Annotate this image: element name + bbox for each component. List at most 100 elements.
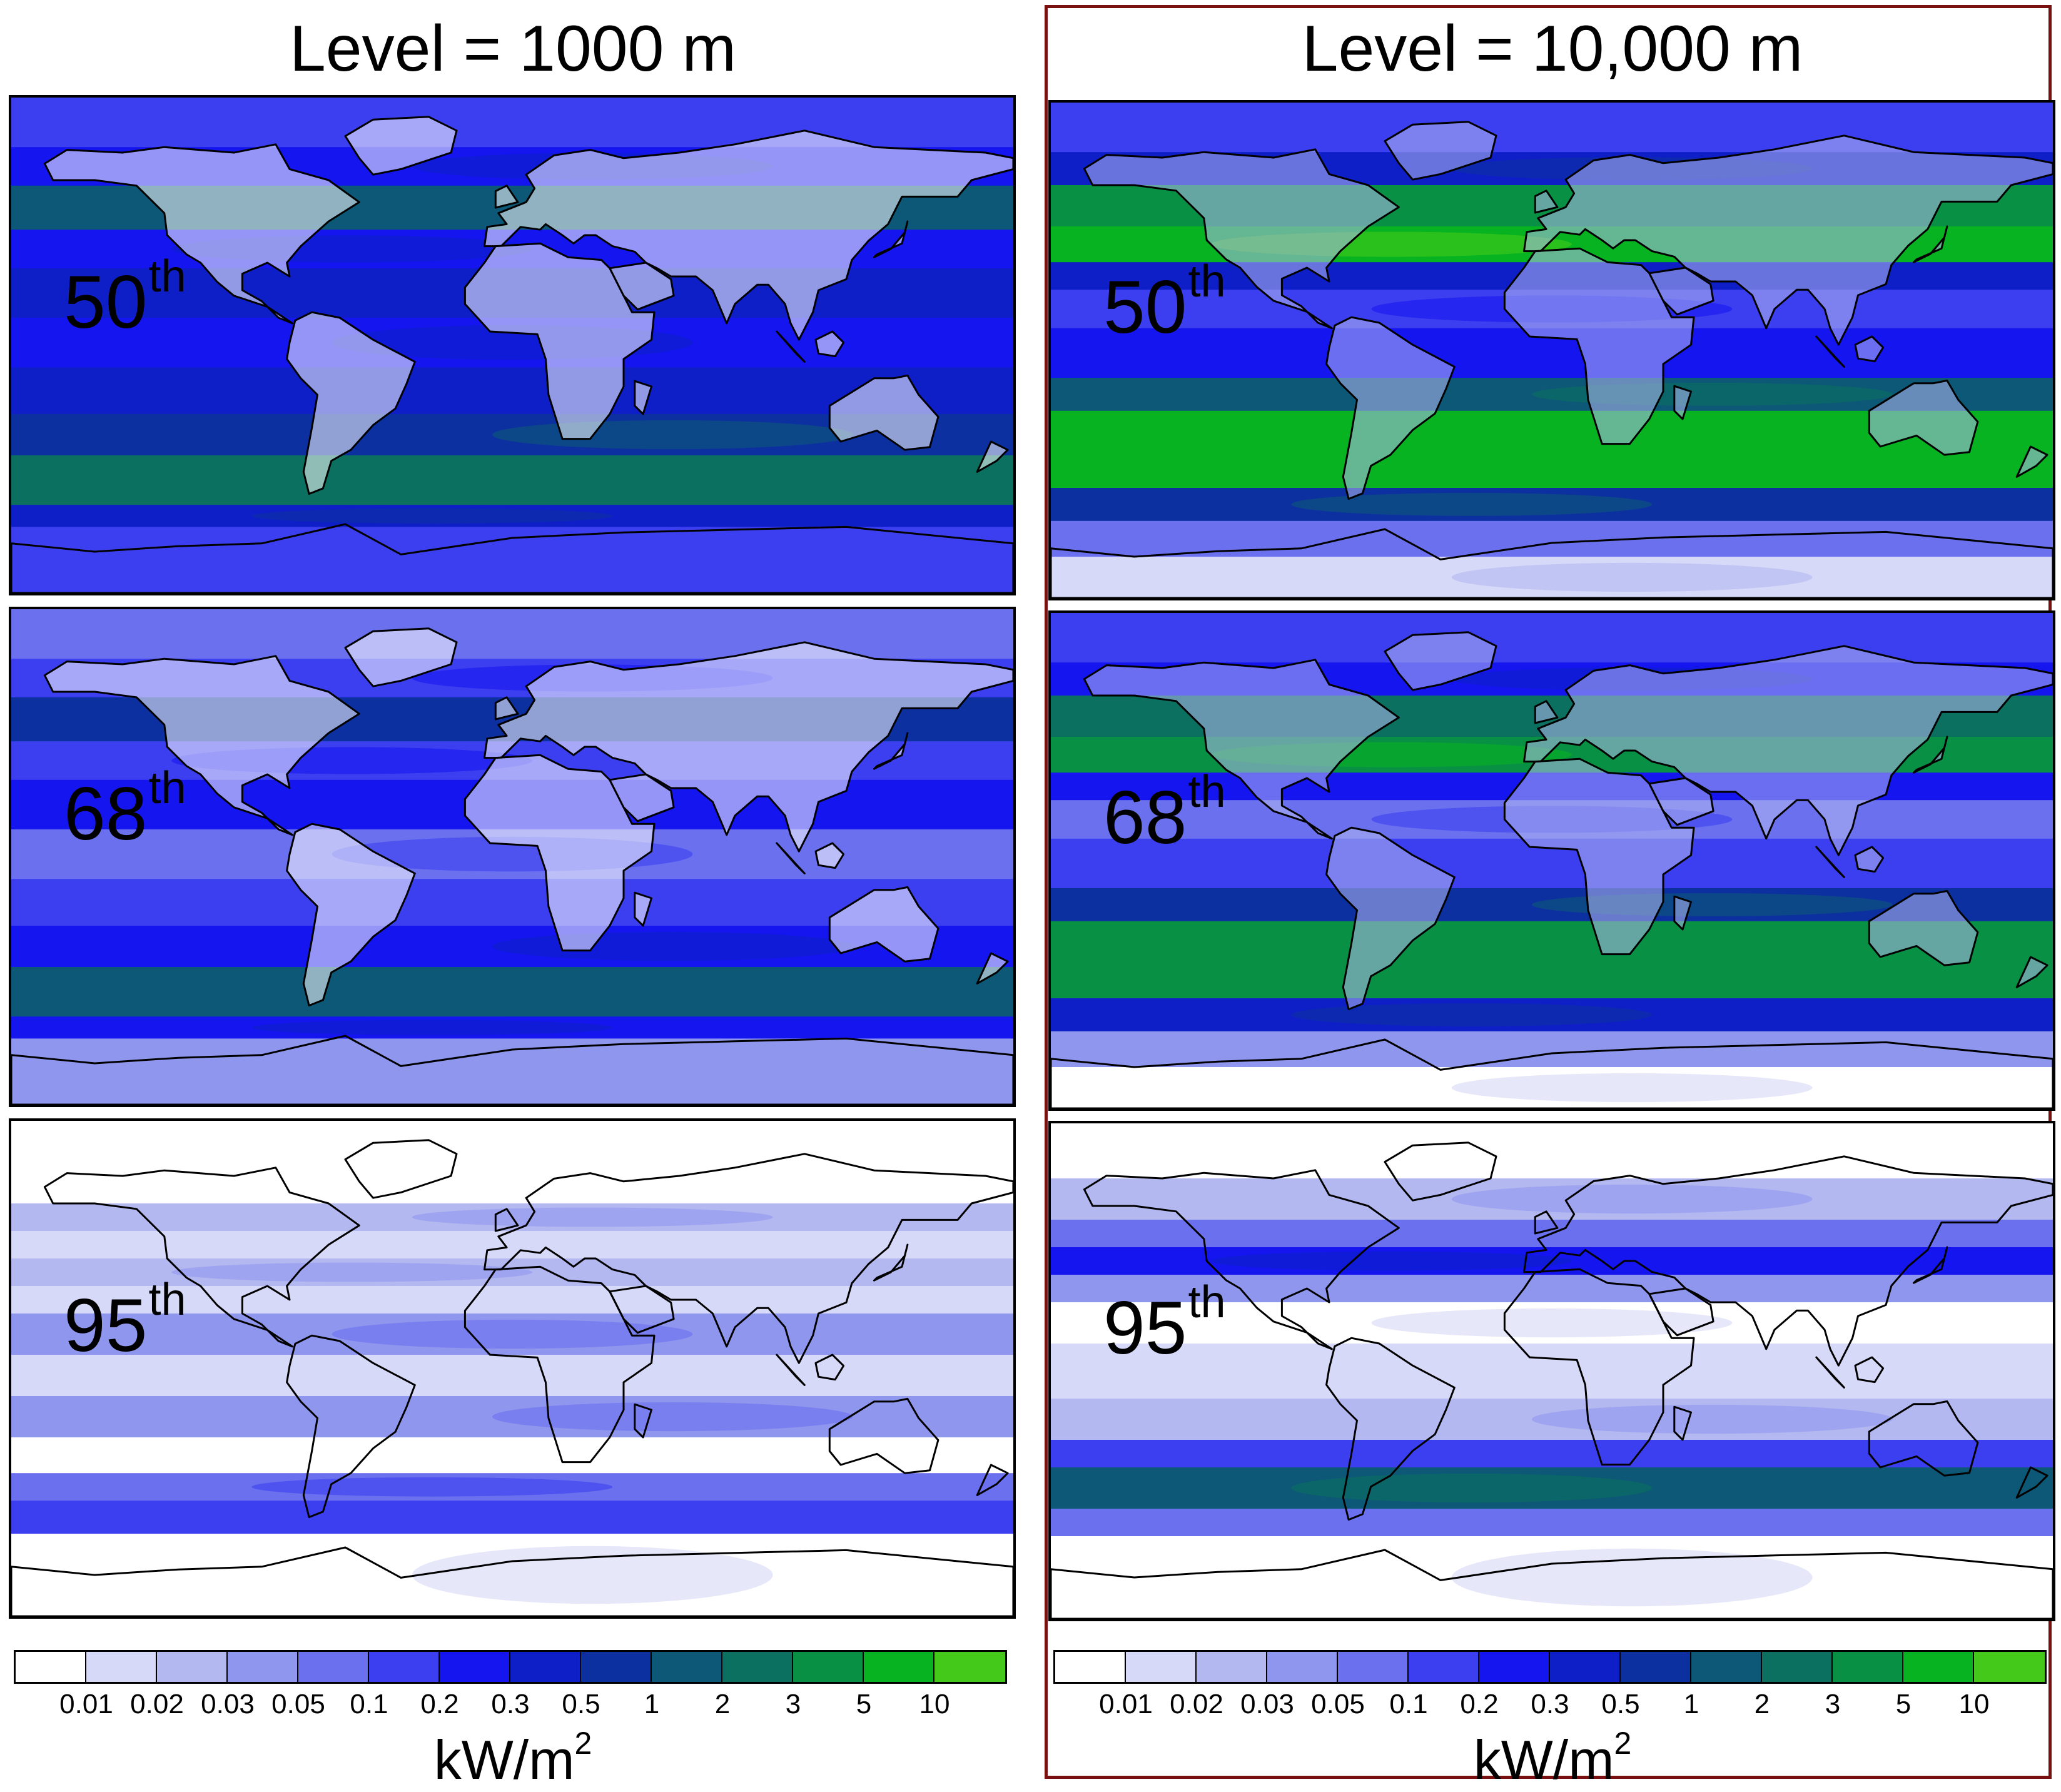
colorbar-swatch — [440, 1652, 510, 1682]
coastline — [463, 242, 656, 440]
contour-blob — [1291, 1003, 1653, 1026]
column-level-1000: Level = 1000 m 50th 68th 95th 0.01 0.02 0.… — [0, 0, 1026, 1791]
colorbar-swatch — [581, 1652, 652, 1682]
coastline — [1051, 1038, 2053, 1108]
coastline — [286, 311, 416, 495]
coastline — [1673, 895, 1692, 931]
coastline — [286, 823, 416, 1007]
map-panel-95th-1000m: 95th — [9, 1118, 1016, 1619]
coastline — [463, 1265, 656, 1464]
coastline — [484, 129, 1013, 341]
coastline — [2015, 1466, 2048, 1499]
contour-band — [11, 1121, 1013, 1204]
coastline — [634, 891, 652, 927]
contour-band — [1051, 613, 2053, 664]
coastline — [1503, 757, 1695, 956]
colorbar-tick-label: 0.05 — [271, 1689, 325, 1719]
map-plot — [11, 98, 1013, 593]
coastline — [814, 1354, 845, 1381]
contour-band — [11, 609, 1013, 660]
colorbar-tick-label: 0.1 — [350, 1689, 388, 1719]
colorbar-tick-label: 5 — [856, 1689, 872, 1719]
contour-blob — [1531, 1404, 1893, 1434]
contour-blob — [492, 1402, 853, 1432]
contour-band — [1051, 1509, 2053, 1537]
map-panel-50th-1000m: 50th — [9, 95, 1016, 595]
coastline — [1648, 1287, 1714, 1337]
colorbar-tick-label: 0.05 — [1311, 1689, 1365, 1719]
colorbar-tick-label: 3 — [785, 1689, 801, 1719]
coastline — [1534, 190, 1559, 214]
contour-blob — [1211, 1251, 1572, 1271]
contour-band — [1051, 1275, 2053, 1303]
map-panel-50th-10000m: 50th — [1048, 100, 2055, 600]
contour-blob — [171, 1262, 533, 1282]
colorbar-swatch — [1691, 1652, 1762, 1682]
colorbar-tick-label: 0.2 — [1460, 1689, 1499, 1719]
percentile-label: 50th — [1103, 256, 1226, 349]
column-title: Level = 10,000 m — [1302, 13, 1803, 85]
coastline — [1815, 335, 1845, 368]
map-plot — [11, 1121, 1013, 1616]
percentile-label: 68th — [1103, 767, 1226, 859]
contour-band — [1051, 1344, 2053, 1399]
coastline — [463, 754, 656, 952]
coastline — [494, 1208, 519, 1232]
map-panel-68th-10000m: 68th — [1048, 610, 2055, 1111]
colorbar-ticks: 0.01 0.02 0.03 0.05 0.1 0.2 0.3 0.5 1 2 3 5 10 — [14, 1689, 1015, 1726]
contour-band — [11, 1231, 1013, 1259]
coastline — [484, 1153, 1013, 1364]
colorbar-tick-label: 1 — [1683, 1689, 1699, 1719]
colorbar-tick-label: 0.03 — [1240, 1689, 1294, 1719]
coastline — [1913, 225, 1948, 263]
coastline — [1083, 1169, 1400, 1350]
coastline — [873, 732, 909, 770]
coastline — [873, 1243, 909, 1282]
coastline — [1913, 1246, 1948, 1284]
units-label: kW/m2 — [1473, 1726, 1632, 1791]
coastline — [814, 330, 845, 358]
coastline — [1325, 826, 1456, 1011]
coastline — [1868, 1400, 1979, 1477]
coastline — [2015, 956, 2048, 988]
map-plot — [1051, 613, 2053, 1108]
colorbar-swatch — [298, 1652, 369, 1682]
percentile-label: 95th — [1103, 1277, 1226, 1370]
coastline — [1854, 335, 1885, 363]
column-level-10000: Level = 10,000 m 50th 68th 95th 0.01 0.02… — [1040, 0, 2061, 1791]
colorbar-swatch — [1479, 1652, 1550, 1682]
column-title: Level = 1000 m — [289, 13, 737, 85]
colorbar — [1053, 1650, 2047, 1684]
coastline — [1384, 631, 1497, 691]
coastline — [2015, 445, 2048, 478]
coastline — [976, 952, 1009, 985]
contour-blob — [1451, 1073, 1813, 1103]
units-label: kW/m2 — [433, 1726, 592, 1791]
coastline — [873, 220, 909, 258]
colorbar-swatch — [1197, 1652, 1267, 1682]
coastline — [1325, 1337, 1456, 1521]
coastline — [609, 261, 675, 311]
coastline — [1868, 379, 1979, 456]
coastline — [494, 185, 519, 209]
contour-blob — [412, 1546, 773, 1604]
colorbar-tick-label: 0.3 — [491, 1689, 530, 1719]
coastline — [1648, 266, 1714, 316]
map-plot — [1051, 103, 2053, 598]
colorbar-tick-label: 5 — [1895, 1689, 1912, 1719]
map-plot — [11, 609, 1013, 1105]
map-plot — [1051, 1123, 2053, 1619]
contour-blob — [251, 1477, 613, 1497]
colorbar-swatch — [864, 1652, 934, 1682]
colorbar-tick-label: 2 — [1754, 1689, 1770, 1719]
colorbar-swatch — [228, 1652, 298, 1682]
coastline — [609, 1285, 675, 1334]
coastline — [1673, 1405, 1692, 1441]
contour-blob — [492, 420, 853, 450]
colorbar-tick-label: 0.2 — [420, 1689, 459, 1719]
coastline — [11, 1035, 1013, 1105]
colorbar-swatch — [793, 1652, 864, 1682]
coastline — [1083, 148, 1400, 330]
colorbar-swatch — [1267, 1652, 1338, 1682]
coastline — [634, 380, 652, 415]
